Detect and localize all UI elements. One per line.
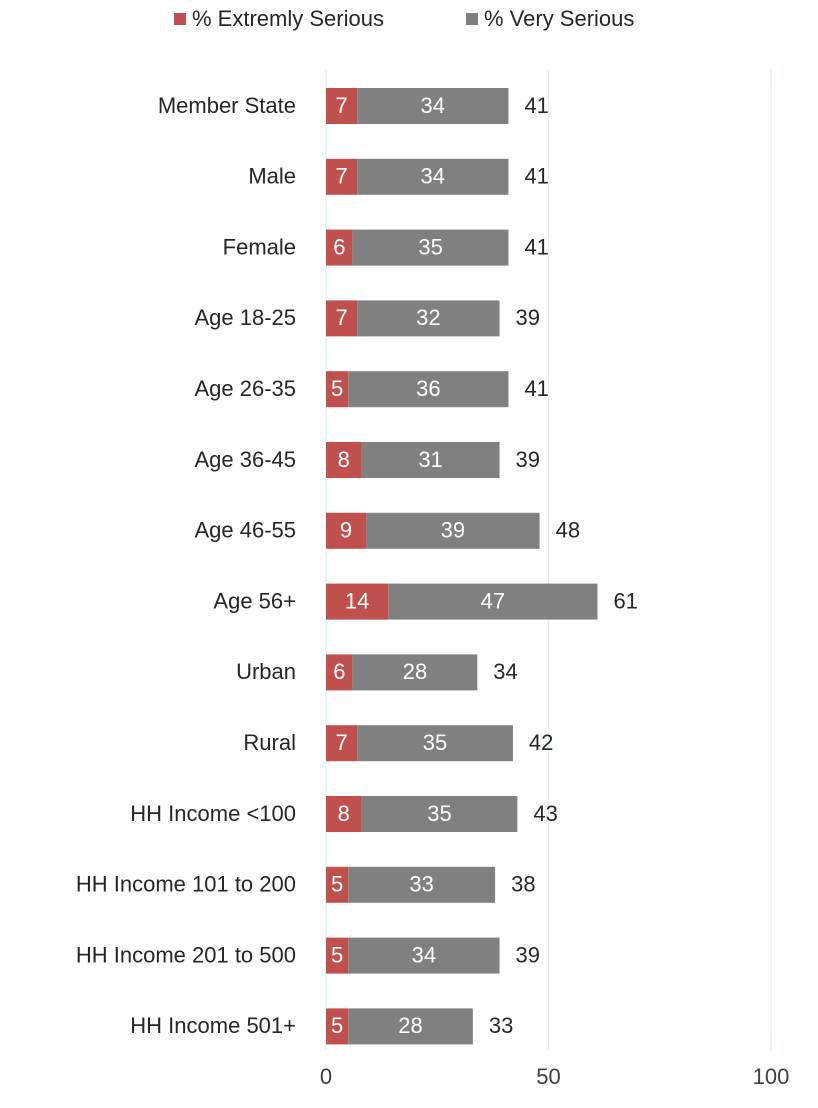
bar-extremely-serious bbox=[326, 796, 362, 832]
data-label-total: 33 bbox=[489, 1013, 513, 1038]
bar-very-serious bbox=[348, 371, 509, 408]
data-label-total: 41 bbox=[524, 376, 548, 401]
data-label-total: 43 bbox=[533, 801, 557, 826]
data-label-extremely-serious: 7 bbox=[335, 93, 347, 118]
bar-extremely-serious bbox=[326, 1008, 349, 1045]
bar-extremely-serious bbox=[326, 866, 349, 903]
data-label-very-serious: 35 bbox=[423, 730, 447, 755]
data-label-extremely-serious: 5 bbox=[331, 942, 343, 967]
data-label-total: 38 bbox=[511, 872, 535, 897]
bar-extremely-serious bbox=[326, 512, 367, 549]
x-tick-label-0: 0 bbox=[320, 1064, 332, 1089]
data-label-very-serious: 28 bbox=[398, 1013, 422, 1038]
bar-very-serious bbox=[352, 654, 478, 691]
category-label: Age 46-55 bbox=[194, 518, 296, 543]
bar-very-serious bbox=[348, 866, 496, 903]
bar-very-serious bbox=[357, 300, 500, 337]
data-label-very-serious: 34 bbox=[421, 164, 445, 189]
category-label: HH Income <100 bbox=[130, 801, 296, 826]
category-label: Member State bbox=[158, 93, 296, 118]
data-label-total: 41 bbox=[524, 234, 548, 259]
x-tick-label-2: 100 bbox=[753, 1064, 790, 1089]
data-label-very-serious: 47 bbox=[481, 588, 505, 613]
data-label-total: 34 bbox=[493, 659, 517, 684]
bar-very-serious bbox=[361, 796, 518, 832]
data-label-very-serious: 31 bbox=[418, 447, 442, 472]
category-label: HH Income 501+ bbox=[130, 1013, 296, 1038]
legend-item-extremely-serious: % Extremly Serious bbox=[174, 6, 384, 32]
bar-very-serious bbox=[348, 937, 500, 974]
bar-extremely-serious bbox=[326, 937, 349, 974]
data-label-total: 39 bbox=[516, 447, 540, 472]
bar-very-serious bbox=[352, 229, 509, 266]
category-label: HH Income 101 to 200 bbox=[76, 872, 296, 897]
bar-extremely-serious bbox=[326, 229, 353, 266]
data-label-very-serious: 34 bbox=[421, 93, 445, 118]
data-label-total: 42 bbox=[529, 730, 553, 755]
data-label-extremely-serious: 14 bbox=[345, 588, 369, 613]
data-label-extremely-serious: 5 bbox=[331, 1013, 343, 1038]
data-label-extremely-serious: 8 bbox=[338, 801, 350, 826]
data-label-very-serious: 35 bbox=[427, 801, 451, 826]
data-label-extremely-serious: 5 bbox=[331, 872, 343, 897]
data-label-total: 41 bbox=[524, 93, 548, 118]
data-label-very-serious: 39 bbox=[441, 518, 465, 543]
category-label: Age 26-35 bbox=[194, 376, 296, 401]
data-label-extremely-serious: 7 bbox=[335, 730, 347, 755]
data-label-extremely-serious: 6 bbox=[333, 234, 345, 259]
data-label-very-serious: 28 bbox=[403, 659, 427, 684]
data-label-very-serious: 32 bbox=[416, 305, 440, 330]
category-label: Age 56+ bbox=[213, 588, 296, 613]
legend-item-very-serious: % Very Serious bbox=[466, 6, 634, 32]
category-label: Urban bbox=[236, 659, 296, 684]
bar-extremely-serious bbox=[326, 371, 349, 408]
bar-extremely-serious bbox=[326, 583, 389, 620]
data-label-extremely-serious: 7 bbox=[335, 164, 347, 189]
legend-label-very-serious: % Very Serious bbox=[484, 6, 635, 31]
x-tick-label-1: 50 bbox=[536, 1064, 560, 1089]
category-label: Female bbox=[223, 234, 296, 259]
bar-extremely-serious bbox=[326, 442, 362, 478]
data-label-very-serious: 36 bbox=[416, 376, 440, 401]
data-label-very-serious: 34 bbox=[412, 942, 436, 967]
category-label: Age 36-45 bbox=[194, 447, 296, 472]
data-label-extremely-serious: 7 bbox=[335, 305, 347, 330]
bar-very-serious bbox=[361, 442, 500, 478]
data-label-very-serious: 33 bbox=[409, 872, 433, 897]
data-label-very-serious: 35 bbox=[418, 234, 442, 259]
data-label-total: 61 bbox=[613, 588, 637, 613]
data-label-extremely-serious: 8 bbox=[338, 447, 350, 472]
legend-label-extremely-serious: % Extremly Serious bbox=[192, 6, 384, 31]
bar-very-serious bbox=[357, 158, 509, 195]
bar-very-serious bbox=[357, 88, 509, 124]
data-label-extremely-serious: 9 bbox=[340, 518, 352, 543]
data-label-total: 39 bbox=[516, 942, 540, 967]
category-label: HH Income 201 to 500 bbox=[76, 942, 296, 967]
category-label: Rural bbox=[243, 730, 296, 755]
bar-extremely-serious bbox=[326, 654, 353, 691]
data-label-total: 39 bbox=[516, 305, 540, 330]
legend-swatch-very-serious bbox=[466, 13, 478, 25]
bar-extremely-serious bbox=[326, 300, 358, 337]
bar-very-serious bbox=[366, 512, 540, 549]
legend: % Extremly Serious % Very Serious bbox=[0, 6, 818, 36]
category-label: Male bbox=[248, 164, 296, 189]
category-label: Age 18-25 bbox=[194, 305, 296, 330]
data-label-extremely-serious: 6 bbox=[333, 659, 345, 684]
data-label-total: 41 bbox=[524, 164, 548, 189]
bar-extremely-serious bbox=[326, 725, 358, 762]
bar-very-serious bbox=[348, 1008, 473, 1045]
bar-extremely-serious bbox=[326, 158, 358, 195]
bar-very-serious bbox=[388, 583, 598, 620]
bar-very-serious bbox=[357, 725, 513, 762]
data-label-total: 48 bbox=[556, 518, 580, 543]
data-label-extremely-serious: 5 bbox=[331, 376, 343, 401]
bar-extremely-serious bbox=[326, 88, 358, 124]
legend-swatch-extremely-serious bbox=[174, 13, 186, 25]
